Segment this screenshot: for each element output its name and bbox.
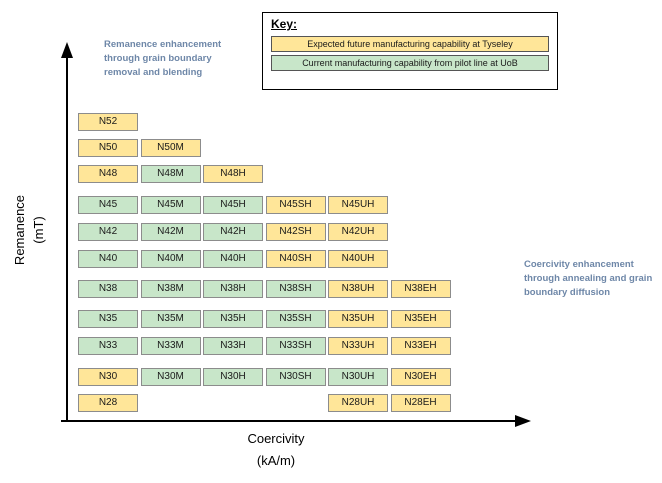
grade-cell-n48m: N48M: [140, 165, 201, 183]
grade-cell-n35eh: N35EH: [390, 310, 451, 328]
grade-cell-n40sh: N40SH: [265, 250, 326, 268]
grade-cell-n45h: N45H: [203, 196, 263, 214]
legend: Key: Expected future manufacturing capab…: [262, 12, 558, 90]
grade-cell-n30: N30: [78, 368, 138, 386]
annotation-remanence-enhancement: Remanence enhancement through grain boun…: [104, 39, 222, 78]
grade-cell-n48: N48: [78, 165, 138, 183]
grade-cell-n30sh: N30SH: [265, 368, 326, 386]
grade-cell-n33h: N33H: [203, 337, 263, 355]
grade-cell-n35m: N35M: [140, 310, 201, 328]
x-axis-arrow-icon: [515, 415, 531, 427]
legend-item-future: Expected future manufacturing capability…: [271, 36, 549, 52]
grade-cell-n33eh: N33EH: [390, 337, 451, 355]
grade-cell-n35h: N35H: [203, 310, 263, 328]
grade-cell-n28: N28: [78, 394, 138, 412]
grade-cell-n38uh: N38UH: [328, 280, 388, 298]
grade-cell-n40uh: N40UH: [328, 250, 388, 268]
x-axis-unit-text: (kA/m): [256, 453, 296, 468]
grade-cell-n38h: N38H: [203, 280, 263, 298]
grade-cell-n38sh: N38SH: [265, 280, 326, 298]
y-axis-unit-text: (mT): [31, 216, 46, 244]
grade-cell-n40h: N40H: [203, 250, 263, 268]
grade-cell-n33m: N33M: [140, 337, 201, 355]
grade-cell-n28eh: N28EH: [390, 394, 451, 412]
legend-item-current: Current manufacturing capability from pi…: [271, 55, 549, 71]
grade-cell-n42uh: N42UH: [328, 223, 388, 241]
legend-title: Key:: [271, 17, 298, 31]
grade-cell-n35uh: N35UH: [328, 310, 388, 328]
grade-cell-n30m: N30M: [140, 368, 201, 386]
grade-cell-n45sh: N45SH: [265, 196, 326, 214]
grade-cell-n30eh: N30EH: [390, 368, 451, 386]
grade-cell-n45: N45: [78, 196, 138, 214]
grade-cell-n45m: N45M: [140, 196, 201, 214]
grade-cell-n40m: N40M: [140, 250, 201, 268]
x-axis-label: Coercivity (kA/m): [180, 428, 372, 472]
grade-cell-n33sh: N33SH: [265, 337, 326, 355]
y-axis-arrow-icon: [61, 42, 73, 58]
grade-cell-n28uh: N28UH: [328, 394, 388, 412]
grade-cell-n33uh: N33UH: [328, 337, 388, 355]
grade-cell-n33: N33: [78, 337, 138, 355]
grade-cell-n30h: N30H: [203, 368, 263, 386]
grade-cell-n50m: N50M: [140, 139, 201, 157]
grade-cell-n52: N52: [78, 113, 138, 131]
grade-cell-n40: N40: [78, 250, 138, 268]
grade-cell-n30uh: N30UH: [328, 368, 388, 386]
x-axis-label-text: Coercivity: [247, 431, 305, 446]
grade-cell-n35: N35: [78, 310, 138, 328]
grade-cell-n42m: N42M: [140, 223, 201, 241]
grade-cell-n38m: N38M: [140, 280, 201, 298]
grade-cell-n48h: N48H: [203, 165, 263, 183]
grade-cell-n35sh: N35SH: [265, 310, 326, 328]
grade-cell-n42sh: N42SH: [265, 223, 326, 241]
grade-cell-n45uh: N45UH: [328, 196, 388, 214]
grade-cell-n50: N50: [78, 139, 138, 157]
grade-cell-n38: N38: [78, 280, 138, 298]
grade-cell-n42h: N42H: [203, 223, 263, 241]
grade-cell-n38eh: N38EH: [390, 280, 451, 298]
annotation-coercivity-enhancement: Coercivity enhancement through annealing…: [524, 259, 653, 298]
y-axis-label: Remanence (mT): [10, 168, 50, 292]
y-axis-label-text: Remanence: [12, 194, 27, 266]
grade-cell-n42: N42: [78, 223, 138, 241]
